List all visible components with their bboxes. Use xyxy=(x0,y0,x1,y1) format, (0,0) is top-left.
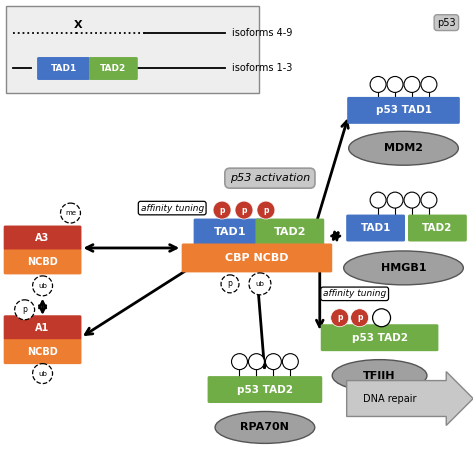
Text: isoforms 4-9: isoforms 4-9 xyxy=(232,27,292,37)
Circle shape xyxy=(15,300,35,320)
Text: p: p xyxy=(22,305,27,314)
Circle shape xyxy=(235,201,253,219)
Circle shape xyxy=(331,309,349,327)
Circle shape xyxy=(351,309,369,327)
FancyBboxPatch shape xyxy=(182,244,332,273)
Text: p53: p53 xyxy=(437,18,456,27)
Circle shape xyxy=(370,192,386,208)
Text: p: p xyxy=(357,313,363,322)
FancyBboxPatch shape xyxy=(408,215,467,241)
FancyBboxPatch shape xyxy=(89,57,138,80)
Ellipse shape xyxy=(344,251,463,285)
Text: X: X xyxy=(74,19,83,29)
Circle shape xyxy=(404,76,420,92)
Ellipse shape xyxy=(349,131,458,165)
Text: isoforms 1-3: isoforms 1-3 xyxy=(232,64,292,73)
Circle shape xyxy=(387,76,403,92)
FancyBboxPatch shape xyxy=(4,315,82,340)
Text: A1: A1 xyxy=(36,323,50,333)
Text: me: me xyxy=(65,210,76,216)
FancyBboxPatch shape xyxy=(4,249,82,274)
Circle shape xyxy=(421,192,437,208)
Circle shape xyxy=(265,354,282,370)
Text: p53 TAD1: p53 TAD1 xyxy=(375,105,431,115)
FancyBboxPatch shape xyxy=(4,226,82,250)
FancyBboxPatch shape xyxy=(208,376,322,403)
Text: TAD1: TAD1 xyxy=(360,223,391,233)
Text: affinity tuning: affinity tuning xyxy=(141,204,204,212)
Circle shape xyxy=(283,354,298,370)
FancyBboxPatch shape xyxy=(346,372,473,426)
Text: ub: ub xyxy=(38,371,47,377)
Text: p: p xyxy=(263,206,269,215)
Circle shape xyxy=(387,192,403,208)
Text: affinity tuning: affinity tuning xyxy=(323,289,386,298)
Text: NCBD: NCBD xyxy=(27,346,58,356)
Text: TFIIH: TFIIH xyxy=(364,371,396,381)
FancyBboxPatch shape xyxy=(193,219,266,246)
Text: DNA repair: DNA repair xyxy=(363,393,416,403)
Circle shape xyxy=(248,354,264,370)
Text: TAD1: TAD1 xyxy=(50,64,77,73)
Text: ub: ub xyxy=(38,283,47,289)
Text: p: p xyxy=(228,279,232,288)
FancyBboxPatch shape xyxy=(346,215,405,241)
Ellipse shape xyxy=(215,411,315,443)
Circle shape xyxy=(33,276,53,296)
Circle shape xyxy=(221,275,239,293)
Text: MDM2: MDM2 xyxy=(384,143,423,153)
Text: NCBD: NCBD xyxy=(27,257,58,267)
FancyBboxPatch shape xyxy=(255,219,324,246)
Text: TAD2: TAD2 xyxy=(422,223,453,233)
Circle shape xyxy=(249,273,271,295)
Text: A3: A3 xyxy=(36,233,50,243)
FancyBboxPatch shape xyxy=(37,57,90,80)
Circle shape xyxy=(404,192,420,208)
FancyBboxPatch shape xyxy=(347,97,460,124)
Text: TAD1: TAD1 xyxy=(214,227,246,237)
Text: p53 TAD2: p53 TAD2 xyxy=(352,333,408,343)
Circle shape xyxy=(373,309,391,327)
Circle shape xyxy=(370,76,386,92)
Circle shape xyxy=(421,76,437,92)
Circle shape xyxy=(33,364,53,383)
Text: HMGB1: HMGB1 xyxy=(381,263,426,273)
Text: p: p xyxy=(219,206,225,215)
Text: p: p xyxy=(337,313,342,322)
Circle shape xyxy=(213,201,231,219)
FancyBboxPatch shape xyxy=(321,324,438,351)
Text: TAD2: TAD2 xyxy=(273,227,306,237)
Circle shape xyxy=(61,203,81,223)
Text: RPA70N: RPA70N xyxy=(240,422,289,432)
Text: p: p xyxy=(241,206,247,215)
Circle shape xyxy=(231,354,247,370)
Text: CBP NCBD: CBP NCBD xyxy=(225,253,289,263)
FancyBboxPatch shape xyxy=(6,6,259,93)
Circle shape xyxy=(257,201,275,219)
Text: ub: ub xyxy=(255,281,264,287)
Text: TAD2: TAD2 xyxy=(100,64,127,73)
FancyBboxPatch shape xyxy=(4,339,82,364)
Text: p53 activation: p53 activation xyxy=(230,173,310,183)
Text: p53 TAD2: p53 TAD2 xyxy=(237,384,293,394)
Ellipse shape xyxy=(332,360,427,392)
